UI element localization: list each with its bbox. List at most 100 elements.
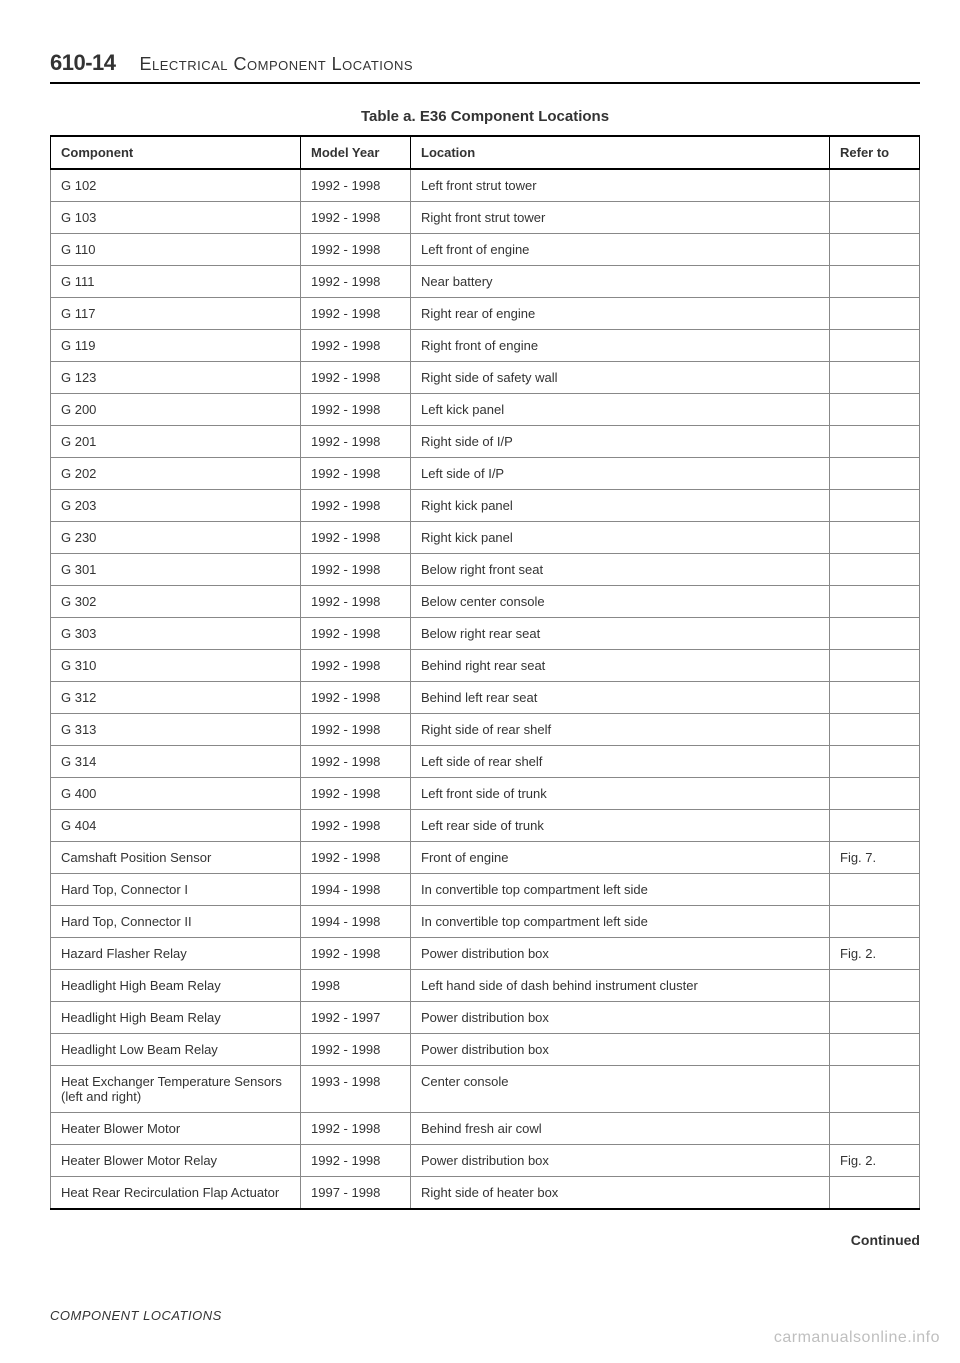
table-cell: 1992 - 1998 <box>301 1034 411 1066</box>
table-cell: 1992 - 1998 <box>301 426 411 458</box>
component-table: Component Model Year Location Refer to G… <box>50 135 920 1210</box>
table-cell: G 230 <box>51 522 301 554</box>
col-header-refer-to: Refer to <box>830 136 920 169</box>
table-cell: Heat Exchanger Temperature Sensors (left… <box>51 1066 301 1113</box>
table-cell: 1992 - 1998 <box>301 202 411 234</box>
table-cell: G 314 <box>51 746 301 778</box>
table-cell: Behind left rear seat <box>411 682 830 714</box>
table-cell <box>830 554 920 586</box>
table-cell: Heater Blower Motor <box>51 1113 301 1145</box>
table-cell <box>830 1066 920 1113</box>
continued-label: Continued <box>50 1232 920 1248</box>
table-cell: G 123 <box>51 362 301 394</box>
table-cell: Left rear side of trunk <box>411 810 830 842</box>
col-header-component: Component <box>51 136 301 169</box>
table-cell: G 200 <box>51 394 301 426</box>
table-cell: Power distribution box <box>411 1145 830 1177</box>
table-row: G 3011992 - 1998Below right front seat <box>51 554 920 586</box>
table-cell <box>830 490 920 522</box>
watermark: carmanualsonline.info <box>774 1329 940 1347</box>
table-cell <box>830 618 920 650</box>
table-row: G 1171992 - 1998Right rear of engine <box>51 298 920 330</box>
table-row: Headlight High Beam Relay1992 - 1997Powe… <box>51 1002 920 1034</box>
table-cell: Power distribution box <box>411 1002 830 1034</box>
table-row: G 3121992 - 1998Behind left rear seat <box>51 682 920 714</box>
table-cell: Camshaft Position Sensor <box>51 842 301 874</box>
table-cell <box>830 906 920 938</box>
table-cell: 1992 - 1998 <box>301 330 411 362</box>
table-cell: 1998 <box>301 970 411 1002</box>
table-cell <box>830 426 920 458</box>
table-cell: Right side of rear shelf <box>411 714 830 746</box>
table-cell <box>830 234 920 266</box>
table-row: G 2031992 - 1998Right kick panel <box>51 490 920 522</box>
table-cell: 1992 - 1998 <box>301 842 411 874</box>
table-row: G 1231992 - 1998Right side of safety wal… <box>51 362 920 394</box>
table-header-row: Component Model Year Location Refer to <box>51 136 920 169</box>
table-cell <box>830 714 920 746</box>
table-cell: 1992 - 1998 <box>301 490 411 522</box>
table-cell <box>830 874 920 906</box>
table-cell: G 117 <box>51 298 301 330</box>
table-cell: Below right front seat <box>411 554 830 586</box>
table-cell: G 303 <box>51 618 301 650</box>
table-row: G 1031992 - 1998Right front strut tower <box>51 202 920 234</box>
table-cell: 1994 - 1998 <box>301 906 411 938</box>
table-cell: 1992 - 1998 <box>301 618 411 650</box>
table-row: G 4041992 - 1998Left rear side of trunk <box>51 810 920 842</box>
table-cell: 1992 - 1998 <box>301 394 411 426</box>
table-row: G 3131992 - 1998Right side of rear shelf <box>51 714 920 746</box>
col-header-location: Location <box>411 136 830 169</box>
table-cell: Fig. 7. <box>830 842 920 874</box>
table-cell <box>830 298 920 330</box>
table-cell: G 302 <box>51 586 301 618</box>
table-row: G 1191992 - 1998Right front of engine <box>51 330 920 362</box>
table-row: Hard Top, Connector II1994 - 1998In conv… <box>51 906 920 938</box>
table-cell <box>830 362 920 394</box>
table-cell: Hard Top, Connector I <box>51 874 301 906</box>
table-cell: 1992 - 1998 <box>301 458 411 490</box>
table-cell <box>830 266 920 298</box>
table-cell: 1992 - 1998 <box>301 810 411 842</box>
table-cell: Right side of I/P <box>411 426 830 458</box>
table-row: Hard Top, Connector I1994 - 1998In conve… <box>51 874 920 906</box>
table-row: Heater Blower Motor Relay1992 - 1998Powe… <box>51 1145 920 1177</box>
table-cell <box>830 522 920 554</box>
table-cell: 1992 - 1998 <box>301 1113 411 1145</box>
table-cell: Near battery <box>411 266 830 298</box>
table-cell: 1992 - 1998 <box>301 714 411 746</box>
table-cell: Front of engine <box>411 842 830 874</box>
table-cell: Right front of engine <box>411 330 830 362</box>
table-cell: Left hand side of dash behind instrument… <box>411 970 830 1002</box>
table-cell <box>830 650 920 682</box>
table-cell <box>830 458 920 490</box>
table-cell <box>830 330 920 362</box>
table-cell: Behind right rear seat <box>411 650 830 682</box>
table-cell: G 203 <box>51 490 301 522</box>
table-cell <box>830 586 920 618</box>
table-row: Headlight Low Beam Relay1992 - 1998Power… <box>51 1034 920 1066</box>
table-cell: 1992 - 1998 <box>301 169 411 202</box>
table-cell: Left front side of trunk <box>411 778 830 810</box>
table-cell: 1992 - 1998 <box>301 554 411 586</box>
table-cell <box>830 778 920 810</box>
table-cell: G 301 <box>51 554 301 586</box>
table-cell: Fig. 2. <box>830 1145 920 1177</box>
table-row: Heat Rear Recirculation Flap Actuator199… <box>51 1177 920 1210</box>
table-cell: 1992 - 1998 <box>301 522 411 554</box>
table-cell <box>830 810 920 842</box>
table-cell: Below right rear seat <box>411 618 830 650</box>
table-cell: 1994 - 1998 <box>301 874 411 906</box>
page-header: 610-14 Electrical Component Locations <box>50 50 920 84</box>
table-cell: Heater Blower Motor Relay <box>51 1145 301 1177</box>
table-cell: G 313 <box>51 714 301 746</box>
table-cell <box>830 394 920 426</box>
table-row: G 2021992 - 1998Left side of I/P <box>51 458 920 490</box>
table-cell: G 404 <box>51 810 301 842</box>
table-cell <box>830 1034 920 1066</box>
table-cell: Right side of heater box <box>411 1177 830 1210</box>
table-cell <box>830 970 920 1002</box>
table-cell: Left kick panel <box>411 394 830 426</box>
table-row: G 3031992 - 1998Below right rear seat <box>51 618 920 650</box>
table-row: Camshaft Position Sensor1992 - 1998Front… <box>51 842 920 874</box>
